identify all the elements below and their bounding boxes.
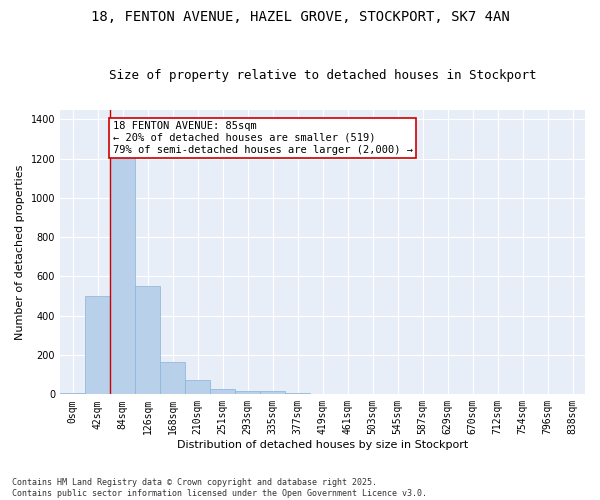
Bar	[185, 380, 210, 394]
Bar	[85, 296, 110, 394]
Bar	[135, 286, 160, 395]
Text: 18 FENTON AVENUE: 85sqm
← 20% of detached houses are smaller (519)
79% of semi-d: 18 FENTON AVENUE: 85sqm ← 20% of detache…	[113, 122, 413, 154]
Bar	[210, 390, 235, 394]
Bar	[285, 393, 310, 394]
Title: Size of property relative to detached houses in Stockport: Size of property relative to detached ho…	[109, 69, 536, 82]
Bar	[235, 391, 260, 394]
Bar	[110, 137, 135, 394]
Text: Contains HM Land Registry data © Crown copyright and database right 2025.
Contai: Contains HM Land Registry data © Crown c…	[12, 478, 427, 498]
Bar	[260, 391, 285, 394]
Y-axis label: Number of detached properties: Number of detached properties	[15, 164, 25, 340]
X-axis label: Distribution of detached houses by size in Stockport: Distribution of detached houses by size …	[177, 440, 468, 450]
Text: 18, FENTON AVENUE, HAZEL GROVE, STOCKPORT, SK7 4AN: 18, FENTON AVENUE, HAZEL GROVE, STOCKPOR…	[91, 10, 509, 24]
Bar	[160, 362, 185, 394]
